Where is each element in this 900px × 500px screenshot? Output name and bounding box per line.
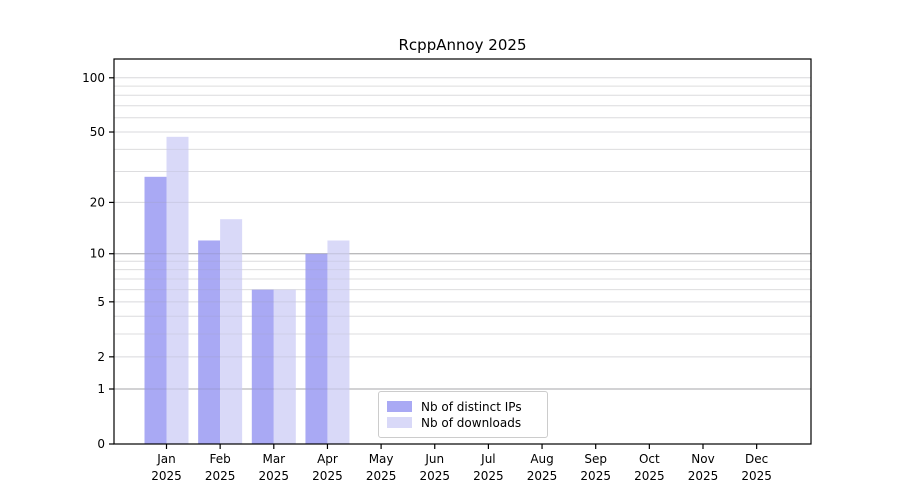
- y-tick-label-10: 10: [90, 247, 105, 261]
- x-tick-label-aug: Aug 2025: [527, 452, 558, 483]
- y-tick-label-1: 1: [97, 382, 105, 396]
- x-tick-label-jan: Jan 2025: [151, 452, 182, 483]
- bar-mar-2025-nb-of-distinct-ips: [251, 289, 274, 444]
- x-tick-label-mar: Mar 2025: [259, 452, 290, 483]
- y-tick-label-2: 2: [97, 350, 105, 364]
- chart-title: RcppAnnoy 2025: [398, 36, 527, 54]
- legend-swatch-distinct-ips: [387, 401, 412, 412]
- bar-apr-2025-nb-of-downloads: [327, 240, 350, 444]
- bar-apr-2025-nb-of-distinct-ips: [305, 253, 328, 444]
- x-tick-label-feb: Feb 2025: [205, 452, 236, 483]
- y-tick-label-100: 100: [82, 71, 105, 85]
- bar-feb-2025-nb-of-distinct-ips: [198, 240, 221, 444]
- x-tick-label-jul: Jul 2025: [473, 452, 504, 483]
- y-tick-label-50: 50: [90, 125, 105, 139]
- x-tick-label-dec: Dec 2025: [741, 452, 772, 483]
- legend-item-downloads: Nb of downloads: [387, 417, 547, 429]
- bar-feb-2025-nb-of-downloads: [220, 219, 243, 444]
- plot-frame: [113, 58, 812, 445]
- legend-item-distinct-ips: Nb of distinct IPs: [387, 401, 547, 413]
- x-tick-label-oct: Oct 2025: [634, 452, 665, 483]
- y-tick-label-5: 5: [97, 295, 105, 309]
- bar-mar-2025-nb-of-downloads: [273, 289, 296, 444]
- x-tick-label-may: May 2025: [366, 452, 397, 483]
- y-tick-label-0: 0: [97, 437, 105, 451]
- bar-jan-2025-nb-of-distinct-ips: [144, 176, 167, 445]
- x-tick-label-jun: Jun 2025: [419, 452, 450, 483]
- x-tick-label-apr: Apr 2025: [312, 452, 343, 483]
- legend: Nb of distinct IPs Nb of downloads: [378, 391, 548, 438]
- x-tick-label-sep: Sep 2025: [580, 452, 611, 483]
- y-tick-label-20: 20: [90, 195, 105, 209]
- legend-label-distinct-ips: Nb of distinct IPs: [421, 399, 522, 414]
- legend-swatch-downloads: [387, 417, 412, 428]
- x-tick-label-nov: Nov 2025: [688, 452, 719, 483]
- legend-label-downloads: Nb of downloads: [421, 415, 522, 430]
- bar-jan-2025-nb-of-downloads: [166, 136, 189, 444]
